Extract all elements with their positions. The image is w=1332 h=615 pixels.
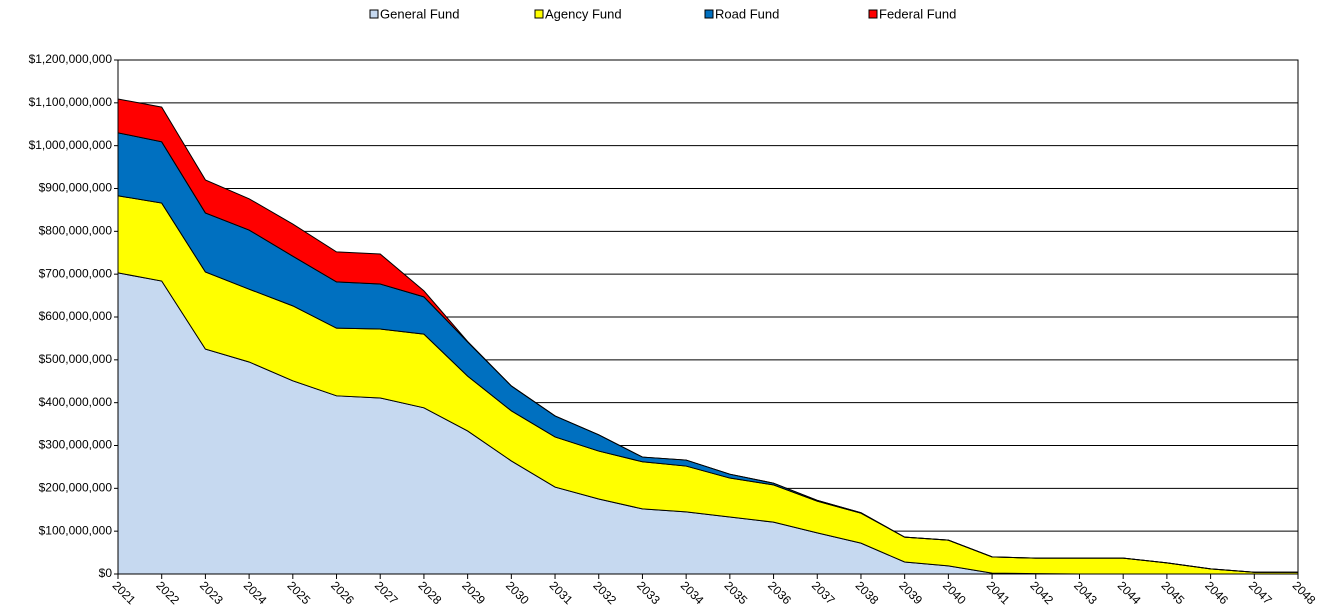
x-tick-label: 2034: [678, 578, 707, 607]
area: [117, 98, 1298, 573]
legend-swatch: [534, 9, 544, 19]
legend-swatch: [704, 9, 714, 19]
x-tick-label: 2035: [721, 578, 750, 607]
x-tick-label: 2031: [547, 578, 576, 607]
y-tick-label: $0: [99, 566, 113, 580]
x-tick-label: 2044: [1115, 578, 1144, 607]
x-tick-label: 2024: [241, 578, 270, 607]
y-tick-label: $100,000,000: [39, 523, 113, 537]
y-tick-label: $900,000,000: [39, 181, 113, 195]
x-tick-label: 2037: [809, 578, 838, 607]
x-tick-label: 2028: [416, 578, 445, 607]
y-tick-label: $800,000,000: [39, 224, 113, 238]
plot-border: [117, 59, 1299, 575]
x-tick-label: 2038: [853, 578, 882, 607]
x-tick-label: 2029: [459, 578, 488, 607]
x-tick-label: 2021: [110, 578, 139, 607]
legend-label: Road Fund: [715, 6, 779, 21]
x-tick-label: 2026: [328, 578, 357, 607]
y-tick-label: $300,000,000: [39, 438, 113, 452]
x-tick-label: 2025: [284, 578, 313, 607]
x-tick-label: 2032: [590, 578, 619, 607]
x-tick-label: 2039: [896, 578, 925, 607]
legend-label: Federal Fund: [879, 6, 956, 21]
legend-swatch: [868, 9, 878, 19]
x-tick-label: 2033: [634, 578, 663, 607]
x-tick-label: 2046: [1202, 578, 1231, 607]
x-tick-label: 2030: [503, 578, 532, 607]
y-tick-label: $1,200,000,000: [29, 52, 113, 66]
x-tick-label: 2022: [153, 578, 182, 607]
y-tick-label: $400,000,000: [39, 395, 113, 409]
x-tick-label: 2027: [372, 578, 401, 607]
y-tick-label: $500,000,000: [39, 352, 113, 366]
x-tick-label: 2036: [765, 578, 794, 607]
legend-label: General Fund: [380, 6, 460, 21]
y-tick-label: $600,000,000: [39, 309, 113, 323]
x-tick-label: 2045: [1159, 578, 1188, 607]
x-tick-label: 2041: [984, 578, 1013, 607]
x-tick-label: 2042: [1027, 578, 1056, 607]
x-tick-label: 2048: [1290, 578, 1319, 607]
legend: General Fund Agency Fund Road Fund Federal …: [369, 6, 956, 21]
y-tick-label: $1,000,000,000: [29, 138, 113, 152]
x-tick-label: 2040: [940, 578, 969, 607]
y-tick-label: $200,000,000: [39, 481, 113, 495]
x-tick-label: 2043: [1071, 578, 1100, 607]
x-tick-label: 2047: [1246, 578, 1275, 607]
y-tick-label: $700,000,000: [39, 266, 113, 280]
legend-label: Agency Fund: [545, 6, 622, 21]
x-tick-label: 2023: [197, 578, 226, 607]
legend-swatch: [369, 9, 379, 19]
y-tick-label: $1,100,000,000: [29, 95, 113, 109]
